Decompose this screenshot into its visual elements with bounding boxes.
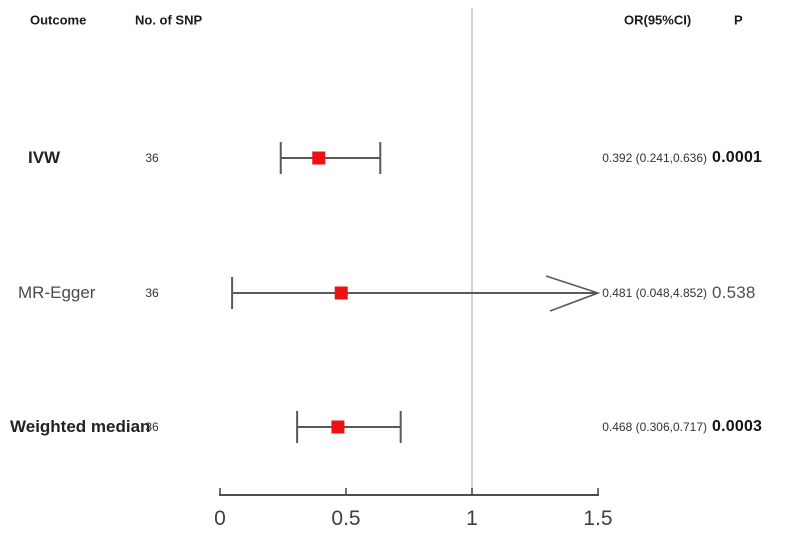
x-axis-tick-label: 1	[466, 507, 478, 530]
x-axis-tick-label: 0	[214, 507, 226, 530]
or-ci-value-ivw: 0.392 (0.241,0.636)	[602, 151, 707, 165]
p-value-mr-egger: 0.538	[712, 283, 756, 302]
p-value-weighted-median: 0.0003	[712, 418, 763, 435]
x-axis-tick-label: 0.5	[331, 507, 360, 530]
or-point-marker	[334, 286, 348, 300]
or-point-marker	[331, 420, 345, 434]
column-header-or-ci: OR(95%CI)	[624, 12, 692, 28]
snp-count-mr-egger: 36	[145, 286, 159, 300]
column-header-outcome: Outcome	[30, 12, 87, 28]
column-header-p: P	[734, 12, 743, 28]
or-ci-value-mr-egger: 0.481 (0.048,4.852)	[602, 286, 707, 300]
snp-count-weighted-median: 36	[145, 420, 159, 434]
x-axis-tick-label: 1.5	[583, 507, 612, 530]
outcome-label-ivw: IVW	[28, 148, 61, 167]
or-point-marker	[312, 151, 326, 165]
or-ci-value-weighted-median: 0.468 (0.306,0.717)	[602, 420, 707, 434]
p-value-ivw: 0.0001	[712, 149, 763, 166]
column-header-no-of-snp: No. of SNP	[135, 12, 203, 28]
ci-arrow-right	[545, 275, 601, 312]
outcome-label-mr-egger: MR-Egger	[18, 283, 96, 302]
outcome-label-weighted-median: Weighted median	[10, 417, 151, 436]
snp-count-ivw: 36	[145, 151, 159, 165]
